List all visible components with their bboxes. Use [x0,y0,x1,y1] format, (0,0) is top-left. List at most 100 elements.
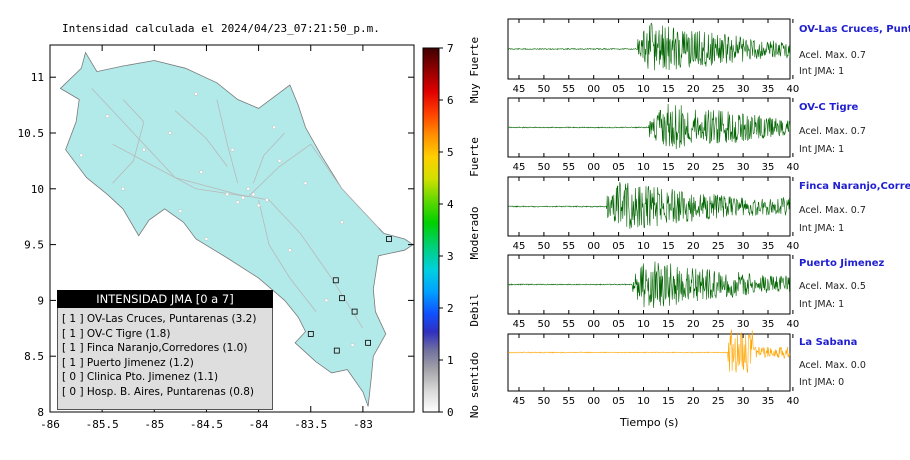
time-tick-label: 55 [562,162,575,173]
station-jma: Int JMA: 1 [799,223,845,234]
time-tick-label: 30 [737,319,750,330]
time-tick-label: 10 [637,319,650,330]
town-dot [204,237,209,241]
road-line [216,99,239,184]
town-dot [288,248,292,253]
town-dot [303,181,308,186]
station-marker [332,277,339,284]
legend-row: [ 1 ] OV-Las Cruces, Puntarenas (3.2) [62,313,257,325]
station-accel: Acel. Max. 0.7 [799,205,866,216]
colorbar-category-label: Muy Fuerte [468,37,481,103]
time-tick-label: 00 [587,319,600,330]
town-dot [324,298,329,303]
time-tick-label: 40 [787,84,800,95]
town-dot [168,131,172,135]
time-tick-label: 05 [612,319,625,330]
seismogram-trace [507,261,791,309]
time-tick-label: 30 [737,396,750,407]
time-tick-label: 35 [762,84,775,95]
road-line [112,99,145,184]
road-line [174,110,228,167]
station-jma: Int JMA: 1 [799,144,845,155]
time-tick-label: 45 [513,396,526,407]
map-frame [49,44,415,413]
road-line [253,132,285,184]
time-tick-label: 45 [513,319,526,330]
station-name: Puerto Jimenez [799,258,885,269]
time-tick-label: 10 [637,162,650,173]
time-tick-label: 45 [513,241,526,252]
seismogram-trace [507,103,791,150]
time-tick-label: 25 [712,396,725,407]
legend-row: [ 0 ] Clinica Pto. Jimenez (1.1) [62,371,219,384]
map-x-tick-label: -85 [144,418,164,431]
time-tick-label: 50 [538,241,551,252]
time-tick-label: 30 [737,84,750,95]
town-dot [277,159,282,163]
station-accel: Acel. Max. 0.5 [799,281,866,292]
time-tick-label: 05 [612,162,625,173]
seismogram-trace [507,329,791,373]
time-tick-label: 25 [712,162,725,173]
colorbar-category-label: Moderado [468,207,481,260]
map-x-tick-label: -84 [249,418,269,431]
map-title: Intensidad calculada el 2024/04/23_07:21… [62,22,380,35]
time-tick-label: 50 [538,396,551,407]
map-y-tick-label: 11 [31,71,44,84]
road-line [112,143,249,197]
road-line [258,199,317,312]
colorbar-tick-label: 6 [447,94,454,107]
time-tick-label: 20 [687,396,700,407]
time-tick-label: 30 [737,162,750,173]
map-y-tick-label: 9 [37,294,44,307]
legend-title: INTENSIDAD JMA [0 a 7] [57,290,273,308]
town-dot [251,192,256,197]
colorbar-tick-label: 1 [447,354,454,367]
map-x-tick-label: -84.5 [190,418,223,431]
map-y-tick-label: 10.5 [18,127,45,140]
colorbar-tick-label: 0 [447,406,454,419]
colorbar-tick-label: 7 [447,42,454,55]
town-dot [199,170,204,174]
town-dot [265,198,269,202]
station-accel: Acel. Max. 0.0 [799,360,866,371]
time-tick-label: 45 [513,84,526,95]
time-tick-label: 25 [712,84,725,95]
colorbar-category-label: No sentido [468,352,481,418]
time-tick-label: 10 [637,84,650,95]
colorbar [422,47,440,413]
town-dot [225,192,230,197]
station-marker [339,295,345,302]
time-tick-label: 30 [737,241,750,252]
time-tick-label: 10 [637,396,650,407]
time-tick-label: 15 [662,396,675,407]
town-dot [178,209,183,213]
time-tick-label: 40 [787,241,800,252]
costa-rica-landmass [59,51,414,407]
time-tick-label: 55 [562,319,575,330]
time-tick-label: 40 [787,396,800,407]
colorbar-category-label: Fuerte [468,137,481,177]
station-name: OV-C Tigre [799,102,859,113]
time-tick-label: 20 [687,241,700,252]
time-tick-label: 10 [637,241,650,252]
town-dot [272,125,277,130]
station-name: La Sabana [799,337,858,348]
time-axis-label: Tiempo (s) [620,416,679,429]
map-y-tick-label: 10 [31,183,44,196]
time-tick-label: 35 [762,241,775,252]
seismogram-trace [507,22,791,71]
time-tick-label: 55 [562,396,575,407]
map-y-tick-label: 8.5 [24,350,44,363]
road-line [91,88,364,329]
time-tick-label: 00 [587,396,600,407]
legend-row: [ 0 ] Hosp. B. Aires, Puntarenas (0.8) [62,385,255,398]
legend-rows: [ 1 ] OV-Las Cruces, Puntarenas (3.2) [ … [62,313,256,401]
map-x-tick-label: -85.5 [86,418,119,431]
time-tick-label: 05 [612,84,625,95]
map-y-tick-label: 8 [37,406,44,419]
town-dot [235,200,240,205]
map-x-tick-label: -83.5 [294,418,327,431]
town-dot [121,186,125,191]
